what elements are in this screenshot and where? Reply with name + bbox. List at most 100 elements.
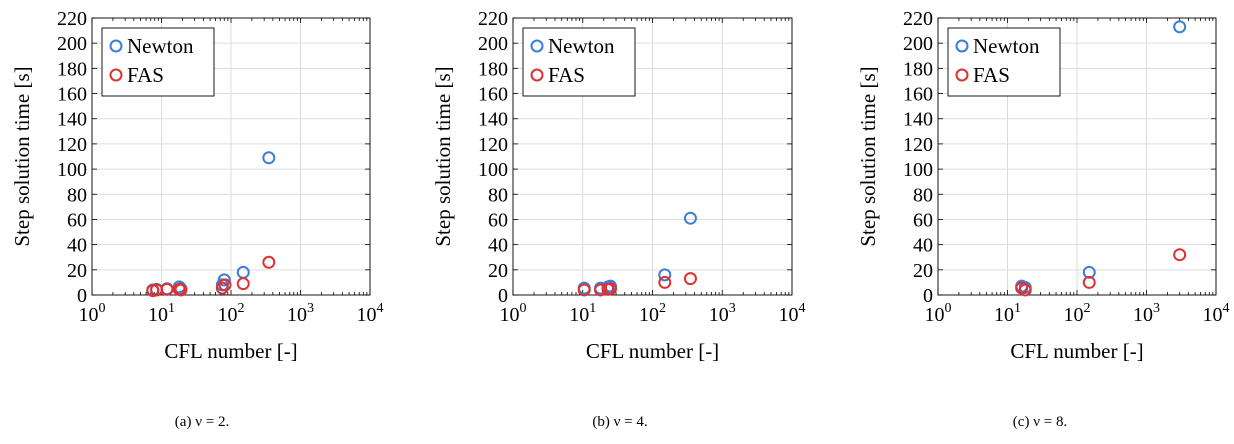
y-tick-label: 140 (478, 109, 508, 131)
fas-point (577, 283, 591, 297)
y-tick-label: 100 (57, 159, 87, 181)
newton-point (217, 273, 231, 287)
y-tick-label: 180 (478, 58, 508, 80)
newton-point (683, 211, 697, 225)
fas-point (658, 275, 672, 289)
y-tick-label: 160 (478, 84, 508, 106)
x-tick-label: 102 (218, 301, 245, 326)
x-tick-label: 102 (639, 301, 666, 326)
legend-fas-label: FAS (973, 63, 1010, 87)
y-tick-label: 180 (57, 58, 87, 80)
caption-b-label: (b) (592, 414, 610, 430)
y-tick-label: 220 (57, 8, 87, 30)
fas-point (1018, 283, 1032, 297)
x-tick-label: 101 (994, 301, 1021, 326)
x-tick-label: 100 (500, 301, 527, 326)
x-tick-label: 101 (569, 301, 596, 326)
y-tick-label: 160 (57, 84, 87, 106)
fas-point (262, 255, 276, 269)
y-tick-label: 20 (488, 260, 508, 282)
x-tick-label: 104 (779, 301, 806, 326)
legend-fas-marker (109, 68, 123, 82)
y-tick-label: 80 (488, 184, 508, 206)
y-axis-label: Step solution time [s] (431, 66, 455, 246)
fas-point (218, 278, 232, 292)
x-tick-label: 101 (148, 301, 175, 326)
caption-a: (a) ν = 2. (82, 414, 322, 431)
fas-point (215, 281, 229, 295)
y-tick-label: 200 (903, 33, 933, 55)
y-tick-label: 20 (913, 260, 933, 282)
fas-point (1082, 275, 1096, 289)
x-tick-label: 100 (925, 301, 952, 326)
y-tick-label: 120 (57, 134, 87, 156)
x-tick-label: 104 (1203, 301, 1230, 326)
x-tick-label: 103 (709, 301, 736, 326)
caption-b: (b) ν = 4. (500, 414, 740, 431)
chart-2: 0 20 40 60 80 100 120 140 160 180 200 220 100 101 102 1… (431, 8, 806, 363)
legend-newton-marker (109, 39, 123, 53)
x-axis-label: CFL number [-] (586, 339, 719, 363)
x-tick-label: 102 (1064, 301, 1091, 326)
y-tick-label: 40 (67, 235, 87, 257)
y-tick-label: 60 (913, 209, 933, 231)
legend-box (101, 27, 215, 97)
fas-point (174, 283, 188, 297)
x-tick-label: 104 (357, 301, 384, 326)
legend-fas-marker (530, 68, 544, 82)
fas-point (604, 282, 618, 296)
caption-a-label: (a) (174, 414, 192, 430)
legend-newton-label: Newton (127, 34, 194, 58)
y-tick-label: 220 (478, 8, 508, 30)
legend-fas-label: FAS (548, 63, 585, 87)
y-tick-label: 40 (488, 235, 508, 257)
caption-b-text: ν = 4. (613, 414, 648, 430)
y-tick-label: 220 (903, 8, 933, 30)
caption-c-label: (c) (1012, 414, 1030, 430)
y-axis-label: Step solution time [s] (10, 66, 34, 246)
y-tick-label: 40 (913, 235, 933, 257)
fas-point (683, 272, 697, 286)
caption-c: (c) ν = 8. (920, 414, 1160, 431)
y-tick-label: 100 (903, 159, 933, 181)
y-tick-label: 80 (67, 184, 87, 206)
y-tick-label: 60 (67, 209, 87, 231)
y-tick-label: 100 (478, 159, 508, 181)
y-tick-label: 140 (57, 109, 87, 131)
x-tick-label: 100 (79, 301, 106, 326)
chart-1: 0 20 40 60 80 100 120 140 160 180 200 220 100 101 102 1… (10, 8, 384, 363)
y-tick-label: 140 (903, 109, 933, 131)
legend-fas-marker (955, 68, 969, 82)
fas-point (236, 277, 250, 291)
newton-point (658, 268, 672, 282)
y-tick-label: 60 (488, 209, 508, 231)
legend-newton-marker (530, 39, 544, 53)
y-tick-label: 0 (498, 285, 508, 307)
caption-c-text: ν = 8. (1033, 414, 1068, 430)
legend-newton-label: Newton (973, 34, 1040, 58)
y-tick-label: 120 (478, 134, 508, 156)
x-tick-label: 103 (287, 301, 314, 326)
legend-box (522, 27, 636, 97)
caption-a-text: ν = 2. (195, 414, 230, 430)
newton-point (1173, 20, 1187, 34)
chart-3: 0 20 40 60 80 100 120 140 160 180 200 220 100 101 102 1… (856, 8, 1230, 363)
x-tick-label: 103 (1133, 301, 1160, 326)
y-tick-label: 20 (67, 260, 87, 282)
y-tick-label: 180 (903, 58, 933, 80)
fas-point (1173, 248, 1187, 262)
legend-newton-label: Newton (548, 34, 615, 58)
y-tick-label: 160 (903, 84, 933, 106)
x-axis-label: CFL number [-] (164, 339, 297, 363)
newton-point (262, 151, 276, 165)
y-tick-label: 0 (77, 285, 87, 307)
y-tick-label: 120 (903, 134, 933, 156)
legend-box (947, 27, 1061, 97)
legend-newton-marker (955, 39, 969, 53)
y-tick-label: 80 (913, 184, 933, 206)
y-tick-label: 200 (57, 33, 87, 55)
legend-fas-label: FAS (127, 63, 164, 87)
y-tick-label: 0 (923, 285, 933, 307)
